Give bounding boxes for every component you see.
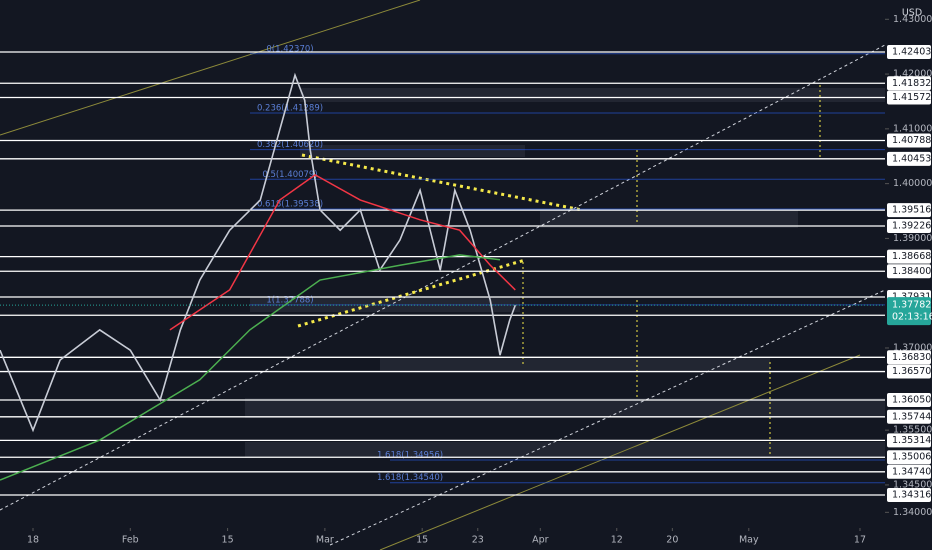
x-tick-label: 20 — [666, 535, 678, 546]
currency: USD — [902, 8, 922, 19]
level-tag — [887, 133, 931, 148]
level-label: 1.36570 — [892, 366, 931, 377]
level-tag — [887, 151, 931, 166]
channel-line — [0, 0, 421, 136]
y-tick-label: 1.34500 — [893, 479, 932, 490]
y-tick-label: 1.43000 — [893, 14, 932, 25]
x-tick-label: Feb — [122, 535, 139, 546]
level-tag — [887, 393, 931, 408]
y-tick-label: 1.34000 — [893, 507, 932, 518]
level-label: 1.35006 — [892, 452, 931, 463]
series-line — [0, 254, 501, 481]
current-price-label: 1.37782 — [892, 300, 931, 311]
channel-line — [0, 44, 886, 511]
level-label: 1.41832 — [892, 78, 931, 89]
trendline — [301, 153, 583, 212]
level-label: 1.35744 — [892, 411, 931, 422]
level-label: 1.37931 — [892, 291, 931, 302]
level-label: 1.36050 — [892, 395, 931, 406]
outer-channel — [0, 0, 861, 550]
series-line — [0, 72, 517, 433]
level-tag — [887, 90, 931, 105]
level-tag — [887, 433, 931, 448]
channel — [0, 44, 886, 546]
zone — [245, 398, 885, 418]
y-tick-label: 1.42000 — [893, 69, 932, 80]
countdown: 02:13:16 — [892, 312, 932, 323]
level-label: 1.36830 — [892, 352, 931, 363]
level-tag — [887, 464, 931, 479]
x-tick-label: 15 — [222, 535, 234, 546]
y-tick-label: 1.37000 — [893, 342, 932, 353]
level-tag — [887, 264, 931, 279]
fib-label: 0.382(1.40620) — [257, 140, 323, 150]
zone — [245, 442, 885, 458]
current-price-tag — [887, 297, 931, 326]
x-tick-label: 15 — [416, 535, 428, 546]
level-tag — [887, 219, 931, 234]
y-tick-label: 1.40000 — [893, 178, 932, 189]
y-tick-label: 1.39000 — [893, 233, 932, 244]
level-tag — [887, 44, 931, 59]
level-tag — [887, 364, 931, 379]
series-line — [169, 173, 516, 331]
level-label: 1.39516 — [892, 205, 931, 216]
level-label: 1.38400 — [892, 266, 931, 277]
level-label: 1.41572 — [892, 92, 931, 103]
x-tick-label: Mar — [316, 535, 334, 546]
level-label: 1.40788 — [892, 135, 931, 146]
x-tick-label: May — [739, 535, 759, 546]
y-tick-label: 1.35500 — [893, 425, 932, 436]
level-label: 1.38668 — [892, 251, 931, 262]
zone — [300, 145, 525, 157]
fib-label: 0.5(1.40079) — [262, 170, 317, 180]
level-label: 1.34740 — [892, 466, 931, 477]
level-tag — [887, 350, 931, 365]
level-tag — [887, 249, 931, 264]
fib-label: 1.618(1.34540) — [377, 473, 443, 483]
level-tag — [887, 488, 931, 503]
level-label: 1.42403 — [892, 46, 931, 57]
x-tick-label: 23 — [472, 535, 484, 546]
x-tick-label: Apr — [532, 535, 549, 546]
fib-label: 0(1.42370) — [266, 44, 313, 54]
x-tick-label: 17 — [854, 535, 866, 546]
zone — [540, 210, 798, 228]
level-label: 1.34316 — [892, 490, 931, 501]
fib-label: 0.236(1.41289) — [257, 104, 323, 114]
x-tick-label: 18 — [27, 535, 39, 546]
level-tag — [887, 409, 931, 424]
level-label: 1.35314 — [892, 435, 931, 446]
level-tag — [887, 450, 931, 465]
y-tick-label: 1.41000 — [893, 123, 932, 134]
level-tag — [887, 76, 931, 91]
fib-label: 1.618(1.34956) — [377, 450, 443, 460]
zone — [380, 357, 770, 371]
fib-label: 1(1.37788) — [266, 295, 313, 305]
fib-label: 0.618(1.39538) — [257, 199, 323, 209]
channel-line — [379, 354, 861, 550]
zone — [300, 88, 885, 102]
level-label: 1.40453 — [892, 153, 931, 164]
level-label: 1.39226 — [892, 221, 931, 232]
x-tick-label: 12 — [611, 535, 623, 546]
level-tag — [887, 203, 931, 218]
